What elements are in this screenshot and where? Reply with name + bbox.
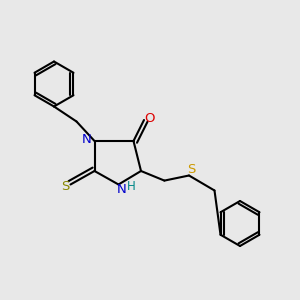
Text: S: S <box>61 180 69 194</box>
Text: S: S <box>187 163 196 176</box>
Text: N: N <box>117 183 127 196</box>
Text: O: O <box>144 112 155 125</box>
Text: N: N <box>82 133 92 146</box>
Text: H: H <box>127 179 136 193</box>
